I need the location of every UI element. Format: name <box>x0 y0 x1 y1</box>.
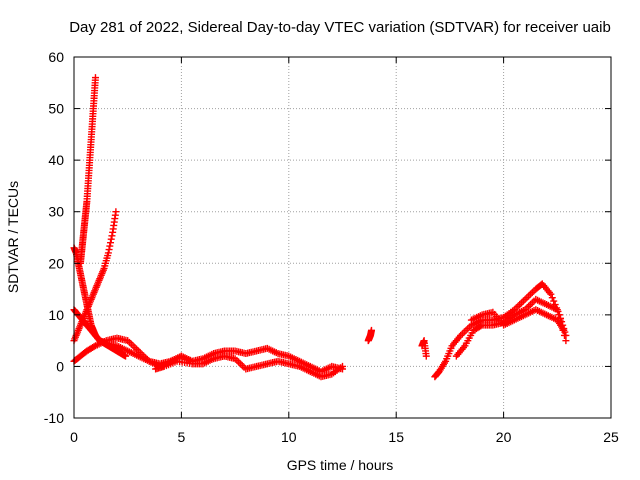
data-point <box>562 337 570 345</box>
y-tick-label: -10 <box>44 410 64 426</box>
series-arc-evening-c <box>467 306 568 334</box>
series-arc-rise-to-30 <box>70 208 120 345</box>
x-tick-label: 0 <box>70 429 78 445</box>
y-tick-label: 50 <box>48 101 64 117</box>
y-axis-label: SDTVAR / TECUs <box>5 181 21 293</box>
series-arc-evening-a <box>431 280 570 381</box>
y-tick-label: 60 <box>48 49 64 65</box>
data-point <box>560 331 568 339</box>
data-point <box>104 249 112 257</box>
x-tick-label: 5 <box>178 429 186 445</box>
x-tick-label: 25 <box>603 429 619 445</box>
series-arc-evening-b <box>452 295 570 360</box>
y-tick-label: 40 <box>48 152 64 168</box>
data-point <box>91 74 99 82</box>
series-arc-low-band-2 <box>152 352 346 381</box>
data-point <box>339 362 346 370</box>
plot-area <box>70 74 570 381</box>
y-tick-label: 30 <box>48 204 64 220</box>
series-arc-13.8h <box>364 326 375 345</box>
data-point <box>548 294 556 302</box>
data-point <box>108 232 116 240</box>
data-point <box>422 352 430 360</box>
data-point <box>550 297 558 305</box>
data-point <box>112 208 120 216</box>
data-point <box>560 326 568 334</box>
plot-frame <box>73 56 612 419</box>
x-tick-label: 10 <box>281 429 297 445</box>
x-tick-label: 20 <box>496 429 512 445</box>
data-point <box>367 326 375 334</box>
series-arc-low-band <box>70 334 346 376</box>
data-point <box>106 242 114 250</box>
data-point <box>477 322 485 330</box>
x-tick-label: 15 <box>388 429 404 445</box>
data-point <box>107 239 115 247</box>
data-point <box>547 290 555 298</box>
x-axis-label: GPS time / hours <box>287 457 394 473</box>
data-point <box>107 235 115 243</box>
chart-title: Day 281 of 2022, Sidereal Day-to-day VTE… <box>69 19 611 36</box>
data-point <box>553 306 561 314</box>
y-tick-label: 10 <box>48 307 64 323</box>
y-tick-label: 20 <box>48 255 64 271</box>
series-arc-16.3h <box>418 337 430 360</box>
axis-ticks: 0 5 10 15 20 25 -10 0 10 20 30 40 50 60 <box>44 49 619 445</box>
data-point <box>122 352 130 360</box>
data-point <box>105 246 113 254</box>
data-point <box>555 311 563 319</box>
series-arc-steep <box>76 74 99 267</box>
y-tick-label: 0 <box>56 358 64 374</box>
